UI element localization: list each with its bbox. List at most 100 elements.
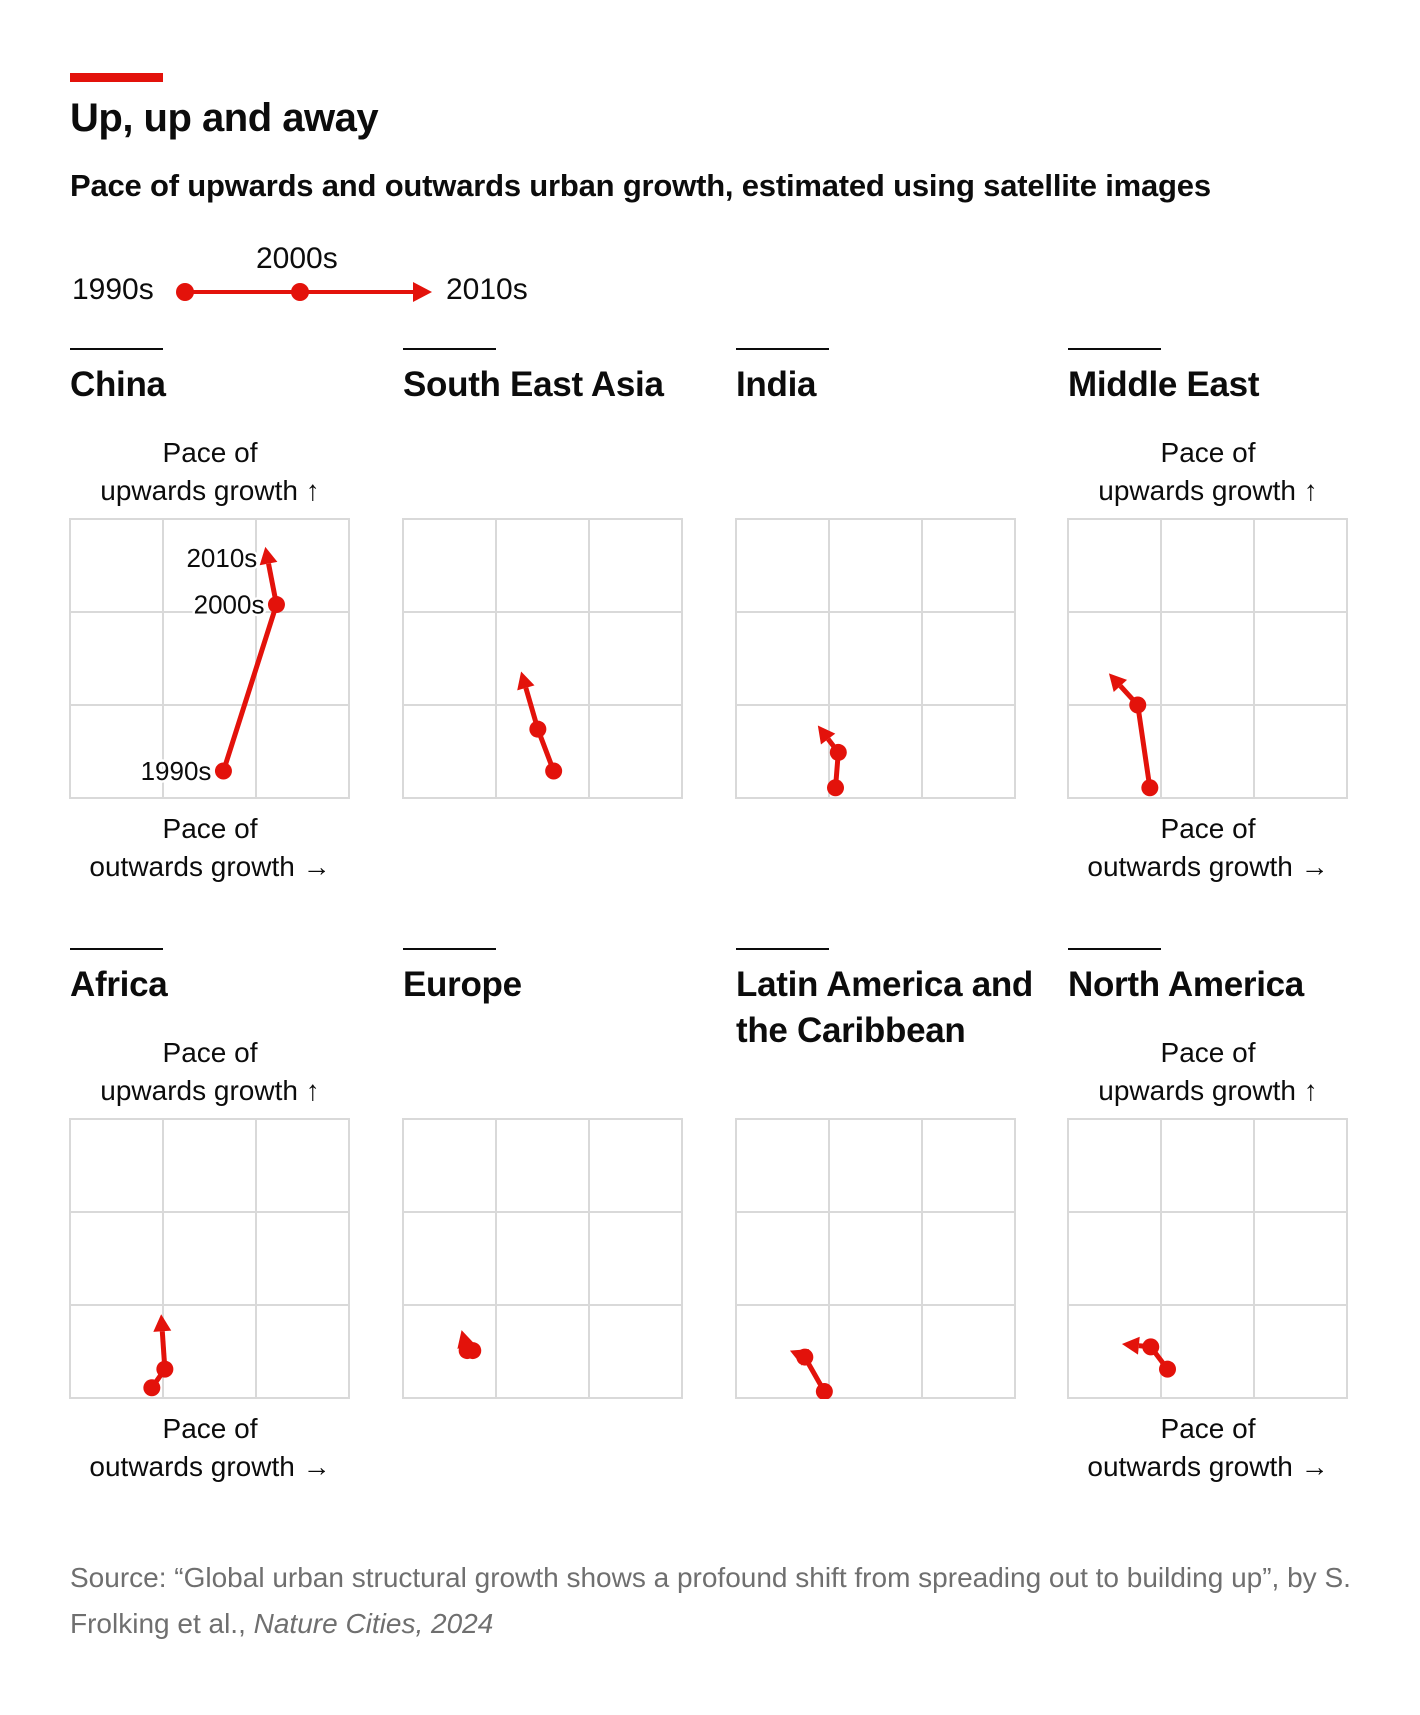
x-axis-label-line: Pace of <box>1160 1413 1256 1444</box>
arrowhead-2010s <box>1108 673 1128 693</box>
plot-frame <box>69 518 350 799</box>
source-text: Source: “Global urban structural growth … <box>70 1562 1351 1639</box>
panel-title: Europe <box>403 965 522 1004</box>
y-axis-label-line: Pace of <box>1160 437 1256 468</box>
point-2000s <box>458 1342 476 1360</box>
y-axis-label-line: upwards growth ↑ <box>1098 475 1318 506</box>
y-axis-label: Pace of upwards growth ↑ <box>1068 434 1348 510</box>
y-axis-label-line: upwards growth ↑ <box>100 1075 320 1106</box>
point-2000s <box>156 1360 174 1378</box>
x-axis-label-line: outwards growth → <box>1087 1451 1329 1482</box>
y-axis-label-line: Pace of <box>1160 1037 1256 1068</box>
x-axis-label-line: outwards growth → <box>1087 851 1329 882</box>
point-label-2010s: 2010s <box>186 543 257 573</box>
panel-rule <box>403 948 496 950</box>
point-2000s <box>1129 696 1147 714</box>
x-axis-label: Pace of outwards growth → <box>1068 1410 1348 1486</box>
plot-area: 1990s 2000s 2010s <box>69 518 350 799</box>
point-2000s <box>796 1348 814 1366</box>
plot-area <box>1067 518 1348 799</box>
y-axis-label: Pace of upwards growth ↑ <box>70 1034 350 1110</box>
plot-frame <box>402 1118 683 1399</box>
x-axis-label-line: outwards growth → <box>89 1451 331 1482</box>
plot-area <box>735 1118 1016 1399</box>
panel-title: North America <box>1068 965 1304 1004</box>
panel-rule <box>1068 948 1161 950</box>
legend-arrowhead <box>413 282 432 302</box>
arrowhead-2010s <box>153 1314 172 1332</box>
y-axis-label-line: Pace of <box>162 1037 258 1068</box>
panel-china: China Pace of upwards growth ↑ Pace of outwa… <box>69 348 390 908</box>
point-1990s <box>815 1382 833 1399</box>
panel-india: India <box>735 348 1056 908</box>
plot-area <box>402 1118 683 1399</box>
panel-title: Middle East <box>1068 365 1260 404</box>
x-axis-label: Pace of outwards growth → <box>1068 810 1348 886</box>
panel-title: Africa <box>70 965 168 1004</box>
segment-1990s-2000s <box>220 602 279 774</box>
legend-arrow-graphic <box>176 282 432 302</box>
arrowhead-2010s <box>517 671 535 691</box>
plot-area <box>735 518 1016 799</box>
panel-south-east-asia: South East Asia <box>402 348 723 908</box>
legend-label-1990s: 1990s <box>72 273 154 306</box>
x-axis-label: Pace of outwards growth → <box>70 810 350 886</box>
panel-title: Latin America and the Caribbean <box>736 965 1034 1050</box>
y-axis-label-line: upwards growth ↑ <box>1098 1075 1318 1106</box>
accent-bar <box>70 73 163 82</box>
plot-frame <box>402 518 683 799</box>
legend-label-2010s: 2010s <box>446 273 528 306</box>
y-axis-label-line: Pace of <box>162 437 258 468</box>
legend-label-2000s: 2000s <box>256 242 338 275</box>
plot-area <box>402 518 683 799</box>
point-1990s <box>545 762 563 780</box>
point-label-1990s: 1990s <box>141 756 212 786</box>
point-1990s <box>214 762 232 780</box>
panel-north-america: North America Pace of upwards growth ↑ Pace… <box>1067 948 1388 1508</box>
plot-frame <box>1067 1118 1348 1399</box>
plot-frame <box>69 1118 350 1399</box>
legend: 1990s 2000s 2010s <box>0 230 600 310</box>
legend-point-mid <box>291 283 309 301</box>
plot-frame <box>735 1118 1016 1399</box>
y-axis-label-line: upwards growth ↑ <box>100 475 320 506</box>
point-2000s <box>529 720 547 738</box>
x-axis-label-line: outwards growth → <box>89 851 331 882</box>
x-axis-label-line: Pace of <box>162 1413 258 1444</box>
x-axis-label-line: Pace of <box>1160 813 1256 844</box>
y-axis-label: Pace of upwards growth ↑ <box>70 434 350 510</box>
panel-latin-america-and-the-caribbean: Latin America and the Caribbean <box>735 948 1056 1508</box>
point-1990s <box>1159 1360 1177 1378</box>
legend-point-start <box>176 283 194 301</box>
x-axis-label-line: Pace of <box>162 813 258 844</box>
panel-title: India <box>736 365 817 404</box>
panel-title: China <box>70 365 166 404</box>
plot-area <box>69 1118 350 1399</box>
panel-rule <box>736 948 829 950</box>
arrowhead-2010s <box>1121 1336 1140 1355</box>
segment-1990s-2000s <box>1135 702 1153 791</box>
point-1990s <box>1141 779 1159 797</box>
panel-rule <box>736 348 829 350</box>
plot-frame <box>735 518 1016 799</box>
chart-subtitle: Pace of upwards and outwards urban growt… <box>70 168 1211 203</box>
panel-europe: Europe <box>402 948 723 1508</box>
point-1990s <box>827 779 845 797</box>
point-2000s <box>1142 1338 1160 1356</box>
panel-rule <box>403 348 496 350</box>
x-axis-label: Pace of outwards growth → <box>70 1410 350 1486</box>
panel-title: South East Asia <box>403 365 664 404</box>
plot-area <box>1067 1118 1348 1399</box>
panel-rule <box>70 348 163 350</box>
point-2000s <box>267 596 285 614</box>
plot-frame <box>1067 518 1348 799</box>
source-journal: Nature Cities, 2024 <box>253 1608 494 1639</box>
point-1990s <box>143 1379 161 1397</box>
arrowhead-2010s <box>259 546 278 566</box>
panel-africa: Africa Pace of upwards growth ↑ Pace of outw… <box>69 948 390 1508</box>
point-2000s <box>829 743 847 761</box>
panel-middle-east: Middle East Pace of upwards growth ↑ Pace o… <box>1067 348 1388 908</box>
panel-rule <box>70 948 163 950</box>
panel-rule <box>1068 348 1161 350</box>
point-label-2000s: 2000s <box>194 590 265 620</box>
